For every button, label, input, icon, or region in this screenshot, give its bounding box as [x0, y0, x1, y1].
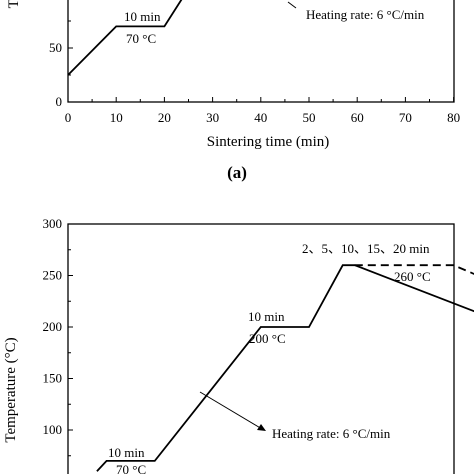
- panel-b-y-tick-label: 150: [43, 371, 63, 386]
- panel-a: 0 10 20 30 40 50 60 70 80 0 50 Te Sintering time …: [6, 0, 460, 182]
- panel-b-mid-hold-time: 10 min: [248, 309, 285, 324]
- panel-b: 100 150 200 250 300 Temperature (°C) 2、5、10、…: [3, 216, 474, 474]
- panel-a-profile-line: [67, 0, 183, 76]
- panel-a-rate: Heating rate: 6 °C/min: [306, 7, 425, 22]
- panel-a-x-tick-label: 70: [399, 110, 412, 125]
- panel-a-label: (a): [227, 163, 247, 182]
- panel-a-x-tick-label: 0: [65, 110, 72, 125]
- panel-a-ylabel: Te: [6, 0, 22, 8]
- panel-b-extended-hold-line: [354, 264, 474, 275]
- panel-b-frame: [67, 223, 455, 474]
- panel-a-x-tick-label: 50: [303, 110, 316, 125]
- panel-a-x-tick-label: 40: [254, 110, 267, 125]
- panel-b-y-tick-label: 300: [43, 216, 63, 231]
- panel-b-y-tick-label: 200: [43, 319, 63, 334]
- panel-a-y-tick-label: 50: [49, 40, 62, 55]
- panel-a-rate-arrow: [287, 1, 297, 9]
- panel-b-rate: Heating rate: 6 °C/min: [272, 426, 391, 441]
- panel-b-y-tick-label: 250: [43, 268, 63, 283]
- panel-a-y-ticks: 0 50: [49, 20, 73, 109]
- panel-a-x-ticks: 0 10 20 30 40 50 60 70 80: [65, 97, 460, 125]
- panel-a-hold-temp: 70 °C: [126, 31, 156, 46]
- panel-a-series: [67, 0, 183, 76]
- panel-a-x-tick-label: 30: [206, 110, 219, 125]
- panel-b-hold-times: 2、5、10、15、20 min: [302, 241, 430, 256]
- panel-b-low-hold-temp: 70 °C: [116, 462, 146, 474]
- panel-b-y-tick-label: 100: [43, 422, 63, 437]
- panel-a-y-tick-label: 0: [56, 94, 63, 109]
- panel-b-peak-temp: 260 °C: [394, 269, 431, 284]
- panel-a-xlabel: Sintering time (min): [207, 134, 329, 150]
- panel-b-ylabel: Temperature (°C): [3, 337, 19, 442]
- panel-b-profile-line: [96, 264, 474, 472]
- panel-b-mid-hold-temp: 200 °C: [249, 331, 286, 346]
- panel-a-x-tick-label: 20: [158, 110, 171, 125]
- panel-b-rate-arrow-line: [199, 391, 263, 430]
- panel-b-series: [96, 264, 474, 472]
- panel-a-x-tick-label: 60: [351, 110, 364, 125]
- panel-b-low-hold-time: 10 min: [108, 445, 145, 460]
- panel-a-hold-time: 10 min: [124, 9, 161, 24]
- panel-a-x-tick-label: 10: [110, 110, 123, 125]
- panel-b-rate-arrowhead: [257, 424, 266, 431]
- panel-a-x-tick-label: 80: [447, 110, 460, 125]
- panel-b-y-ticks: 100 150 200 250 300: [43, 216, 73, 457]
